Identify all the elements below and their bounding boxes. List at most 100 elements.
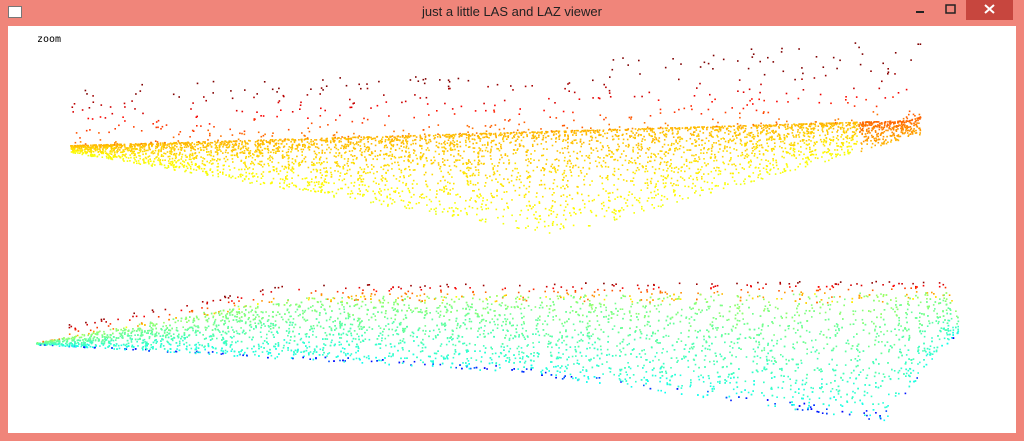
point <box>638 59 640 62</box>
point <box>747 154 750 157</box>
point <box>867 136 870 138</box>
point <box>553 166 556 168</box>
point <box>444 102 446 105</box>
maximize-button[interactable] <box>936 0 966 20</box>
point <box>330 141 332 144</box>
point <box>113 148 116 150</box>
point <box>739 163 741 166</box>
point <box>240 168 243 171</box>
point <box>601 166 603 168</box>
point <box>750 127 753 129</box>
point <box>279 178 282 180</box>
point <box>503 127 505 130</box>
point <box>180 158 183 160</box>
point <box>791 154 793 157</box>
point <box>393 130 395 133</box>
point <box>359 174 361 177</box>
point <box>746 136 748 138</box>
point <box>190 149 192 152</box>
minimize-button[interactable] <box>906 0 934 20</box>
point <box>882 128 885 130</box>
point <box>212 155 215 158</box>
point <box>196 125 198 127</box>
point <box>709 93 711 96</box>
point <box>746 104 748 106</box>
point <box>678 108 680 111</box>
point <box>193 148 195 150</box>
point <box>765 124 767 126</box>
point <box>794 125 797 127</box>
point <box>613 174 616 177</box>
point <box>260 151 262 153</box>
point <box>490 150 492 152</box>
point <box>400 156 403 158</box>
point <box>258 163 261 165</box>
point <box>357 144 360 146</box>
point <box>361 122 364 124</box>
point <box>751 152 753 154</box>
point <box>203 146 205 149</box>
point <box>172 93 175 96</box>
point <box>493 109 495 112</box>
point <box>534 204 536 206</box>
point <box>389 136 391 139</box>
point <box>294 160 297 163</box>
point <box>230 141 233 143</box>
point <box>451 135 453 138</box>
point <box>198 166 200 168</box>
point <box>606 137 608 139</box>
point <box>212 162 214 165</box>
point <box>84 89 87 92</box>
point <box>362 171 365 174</box>
point <box>442 176 444 178</box>
point <box>360 168 363 171</box>
point <box>600 202 603 205</box>
point <box>653 197 656 199</box>
point <box>561 173 564 176</box>
point <box>324 152 326 154</box>
point <box>127 157 130 159</box>
point <box>227 141 230 144</box>
point <box>667 130 670 133</box>
point <box>894 125 897 128</box>
close-button[interactable] <box>966 0 1013 20</box>
point <box>343 164 346 166</box>
point <box>720 126 723 129</box>
point <box>756 127 758 130</box>
point <box>536 226 538 229</box>
point <box>426 147 429 149</box>
point <box>73 103 76 105</box>
point <box>824 151 826 153</box>
point <box>299 164 301 166</box>
point <box>575 139 577 141</box>
point <box>587 194 590 197</box>
point <box>138 149 141 151</box>
point <box>383 146 386 149</box>
point <box>900 127 902 130</box>
point <box>87 150 89 152</box>
point <box>785 135 788 137</box>
point <box>197 148 199 150</box>
point <box>327 191 329 194</box>
point <box>98 153 100 156</box>
point <box>223 157 226 160</box>
point <box>871 127 874 129</box>
point <box>624 159 627 162</box>
point <box>330 148 332 151</box>
point <box>131 146 134 148</box>
point <box>615 129 618 132</box>
point <box>551 205 554 208</box>
point <box>594 130 597 132</box>
point <box>116 151 118 154</box>
point <box>334 170 336 172</box>
point <box>910 123 913 125</box>
point <box>346 143 348 146</box>
point <box>184 144 187 147</box>
point <box>463 171 465 173</box>
point <box>746 156 749 158</box>
point <box>406 141 408 143</box>
point <box>438 134 441 136</box>
point <box>495 136 497 139</box>
point <box>267 162 269 165</box>
point <box>216 147 218 149</box>
